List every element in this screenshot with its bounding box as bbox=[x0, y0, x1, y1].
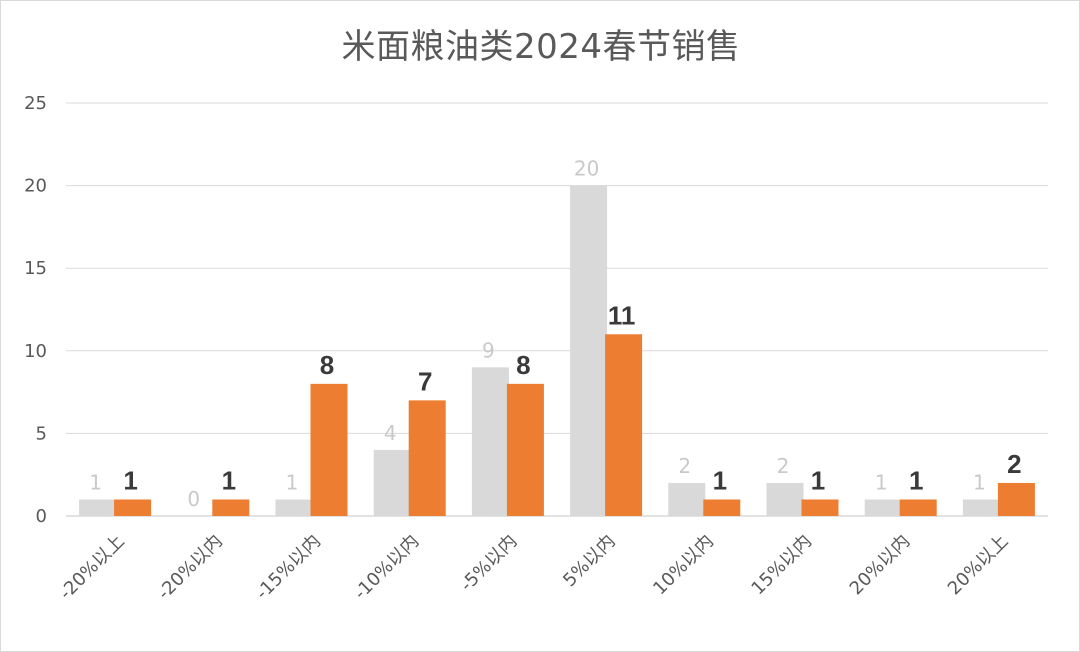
bar-series-2 bbox=[703, 499, 741, 516]
chart-title: 米面粮油类2024春节销售 bbox=[341, 27, 741, 67]
data-label-series-2: 1 bbox=[123, 465, 137, 495]
bar-series-2 bbox=[997, 482, 1035, 516]
bar-series-1 bbox=[766, 482, 804, 516]
data-label-series-2: 8 bbox=[516, 350, 530, 380]
x-tick-label: -15%以内 bbox=[252, 531, 325, 604]
data-label-series-1: 0 bbox=[187, 487, 200, 511]
data-label-series-2: 1 bbox=[811, 465, 825, 495]
y-axis-ticks: 0 5 10 15 20 25 bbox=[24, 93, 47, 527]
data-label-series-2: 1 bbox=[713, 465, 727, 495]
bar-series-1 bbox=[373, 449, 411, 516]
bar-series-1 bbox=[275, 499, 313, 516]
bar-series-1 bbox=[962, 499, 1000, 516]
data-label-series-1: 2 bbox=[777, 454, 790, 478]
data-label-series-1: 1 bbox=[89, 470, 102, 494]
bar-series-2 bbox=[801, 499, 839, 516]
x-tick-label: -20%以上 bbox=[55, 531, 128, 604]
bar-series-1 bbox=[471, 367, 509, 516]
y-tick-label: 10 bbox=[24, 341, 47, 362]
bars bbox=[79, 185, 1035, 516]
gridlines bbox=[66, 102, 1048, 517]
bar-series-2 bbox=[899, 499, 937, 516]
bar-series-1 bbox=[570, 185, 608, 516]
data-label-series-1: 2 bbox=[678, 454, 691, 478]
x-tick-label: 5%以内 bbox=[559, 531, 620, 592]
x-tick-label: 15%以内 bbox=[747, 531, 816, 600]
data-label-series-1: 4 bbox=[384, 421, 397, 445]
data-label-series-1: 1 bbox=[875, 470, 888, 494]
y-tick-label: 5 bbox=[36, 423, 47, 444]
data-label-series-2: 2 bbox=[1007, 449, 1021, 479]
x-tick-label: 20%以上 bbox=[944, 531, 1013, 600]
bar-series-1 bbox=[79, 499, 117, 516]
y-tick-label: 20 bbox=[24, 176, 47, 197]
data-label-series-1: 1 bbox=[973, 470, 986, 494]
x-tick-label: 20%以内 bbox=[846, 531, 915, 600]
bar-series-2 bbox=[310, 383, 348, 516]
data-label-series-2: 11 bbox=[608, 300, 636, 330]
bar-series-2 bbox=[408, 400, 446, 516]
data-label-series-1: 20 bbox=[574, 157, 599, 181]
bar-series-1 bbox=[864, 499, 902, 516]
data-label-series-2: 1 bbox=[909, 465, 923, 495]
y-tick-label: 15 bbox=[24, 258, 47, 279]
data-label-series-2: 1 bbox=[222, 465, 236, 495]
bar-series-2 bbox=[506, 383, 544, 516]
x-tick-label: 10%以内 bbox=[649, 531, 718, 600]
x-tick-label: -20%以内 bbox=[154, 531, 227, 604]
data-label-series-1: 9 bbox=[482, 338, 495, 362]
x-tick-label: -10%以内 bbox=[350, 531, 423, 604]
bar-series-2 bbox=[605, 334, 643, 516]
data-label-series-1: 1 bbox=[286, 470, 299, 494]
y-tick-label: 25 bbox=[24, 93, 47, 114]
y-tick-label: 0 bbox=[36, 506, 47, 527]
bar-series-2 bbox=[212, 499, 250, 516]
x-tick-label: -5%以内 bbox=[456, 531, 521, 596]
bar-series-2 bbox=[114, 499, 152, 516]
bar-series-1 bbox=[668, 482, 706, 516]
data-label-series-2: 7 bbox=[418, 366, 432, 396]
x-axis-labels: -20%以上 -20%以内 -15%以内 -10%以内 -5%以内 5%以内 10%以内 15… bbox=[55, 531, 1012, 604]
data-label-series-2: 8 bbox=[320, 350, 334, 380]
